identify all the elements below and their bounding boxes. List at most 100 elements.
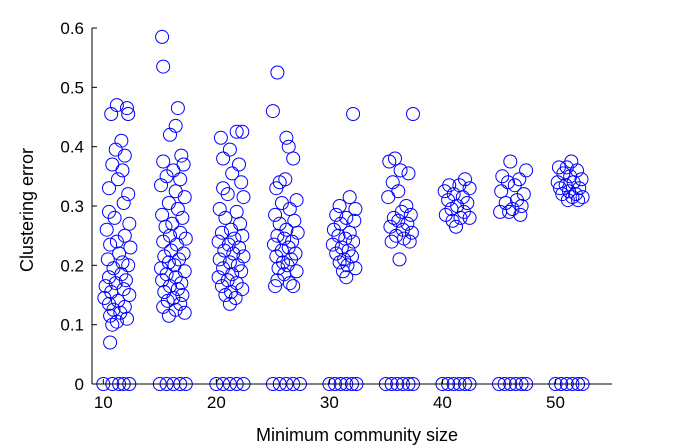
data-point-group-6-6 <box>385 175 400 190</box>
data-point-group-2-1 <box>155 29 170 44</box>
data-point-group-3-38 <box>218 288 233 302</box>
data-point-group-4-32 <box>282 276 297 291</box>
data-point-group-1-17 <box>99 222 114 237</box>
data-point-group-9-1 <box>564 154 579 169</box>
data-point-group-6-7 <box>391 184 406 199</box>
data-point-group-1-22 <box>112 246 127 261</box>
data-point-group-4-16 <box>290 225 305 240</box>
data-point-group-2-11 <box>173 172 188 187</box>
data-point-group-4-9 <box>289 193 304 208</box>
data-point-group-4-8 <box>269 181 284 196</box>
data-point-group-2-13 <box>168 184 183 199</box>
data-point-group-1-15 <box>107 210 122 225</box>
x-tick-label: 10 <box>94 393 113 412</box>
data-point-group-1-29 <box>118 273 133 288</box>
data-point-group-7-1 <box>458 172 472 187</box>
data-point-group-5-1 <box>346 107 361 121</box>
data-point-group-2-8 <box>176 157 191 172</box>
data-point-group-5-5 <box>329 207 344 222</box>
data-point-group-1-6 <box>108 142 123 157</box>
y-tick-label: 0 <box>75 375 84 394</box>
data-point-group-2-14 <box>177 190 192 205</box>
data-point-group-8-6 <box>507 178 522 193</box>
data-point-group-8-11 <box>514 199 529 213</box>
data-point-group-5-14 <box>325 237 340 252</box>
data-point-group-1-19 <box>109 234 124 249</box>
data-point-group-3-7 <box>225 166 240 181</box>
data-point-group-3-40 <box>222 296 237 311</box>
data-point-group-1-31 <box>98 279 113 294</box>
data-point-group-2-6 <box>174 148 189 163</box>
data-point-group-6-3 <box>388 151 402 166</box>
data-point-group-1-2 <box>120 101 134 116</box>
data-point-group-4-4 <box>281 139 296 154</box>
x-tick-label: 40 <box>433 393 452 412</box>
data-point-group-7-9 <box>460 196 475 210</box>
data-point-group-3-1 <box>229 124 244 139</box>
data-point-group-8-14 <box>513 207 528 222</box>
data-point-group-7-14 <box>453 210 468 225</box>
data-point-group-4-33 <box>268 279 283 294</box>
data-point-group-1-13 <box>116 196 131 210</box>
data-point-group-3-32 <box>211 270 226 285</box>
data-point-group-1-44 <box>105 317 120 332</box>
data-point-group-5-2 <box>342 190 357 205</box>
data-point-group-8-13 <box>493 204 508 219</box>
data-point-group-9-8 <box>550 175 565 190</box>
data-point-group-1-4 <box>121 107 136 121</box>
data-point-group-2-35 <box>168 270 183 285</box>
data-point-group-2-27 <box>176 246 191 261</box>
data-point-group-1-25 <box>121 258 136 273</box>
data-point-group-1-43 <box>109 314 124 329</box>
data-point-group-4-1 <box>270 65 285 80</box>
data-point-group-3-5 <box>216 151 231 166</box>
data-point-group-2-3 <box>170 101 185 116</box>
data-point-group-3-11 <box>236 190 251 205</box>
x-axis-title: Minimum community size <box>256 425 458 445</box>
data-point-group-1-45 <box>103 335 118 350</box>
data-point-group-9-18 <box>571 193 586 208</box>
y-tick-label: 0.3 <box>60 197 84 216</box>
y-axis-ticks: 0 0.1 0.2 0.3 0.4 0.5 0.6 <box>60 19 97 394</box>
data-point-group-3-26 <box>212 252 227 267</box>
data-point-group-1-9 <box>115 163 130 178</box>
data-point-group-4-3 <box>279 130 294 145</box>
data-point-group-1-34 <box>122 288 137 302</box>
data-point-group-1-37 <box>102 296 116 311</box>
data-point-group-2-33 <box>177 264 192 279</box>
data-point-group-1-42 <box>120 311 134 326</box>
data-point-group-4-7 <box>278 172 293 187</box>
data-point-group-9-19 <box>560 193 575 208</box>
data-point-group-2-2 <box>156 59 171 74</box>
data-point-group-7-7 <box>455 190 470 205</box>
data-point-group-2-25 <box>169 237 184 252</box>
data-point-group-3-17 <box>215 225 229 240</box>
data-point-group-4-2 <box>265 104 280 119</box>
data-point-group-9-15 <box>575 190 590 205</box>
data-point-group-9-7 <box>574 172 589 187</box>
data-point-group-6-21 <box>402 234 417 249</box>
data-point-group-2-16 <box>170 202 185 216</box>
y-tick-label: 0.2 <box>60 256 84 275</box>
data-point-group-7-15 <box>462 210 477 225</box>
data-point-group-8-7 <box>494 184 509 199</box>
data-point-group-2-48 <box>161 308 176 323</box>
data-point-group-2-12 <box>154 178 168 193</box>
data-point-group-7-4 <box>462 181 477 196</box>
data-point-group-1-3 <box>104 107 119 121</box>
data-point-group-6-4 <box>393 163 408 178</box>
data-point-group-3-9 <box>216 181 231 196</box>
data-point-group-3-12 <box>212 202 227 216</box>
data-point-group-3-14 <box>218 210 233 225</box>
data-point-group-4-22 <box>274 243 289 258</box>
data-point-group-5-20 <box>332 255 347 270</box>
x-tick-label: 20 <box>207 393 226 412</box>
data-point-group-8-1 <box>503 154 518 169</box>
y-tick-label: 0.4 <box>60 138 84 157</box>
data-point-group-6-11 <box>403 207 418 222</box>
data-point-group-6-1 <box>406 107 420 121</box>
x-tick-label: 30 <box>320 393 339 412</box>
data-point-group-3-4 <box>222 142 237 157</box>
data-point-group-6-22 <box>392 252 407 267</box>
data-point-group-2-15 <box>161 196 176 210</box>
